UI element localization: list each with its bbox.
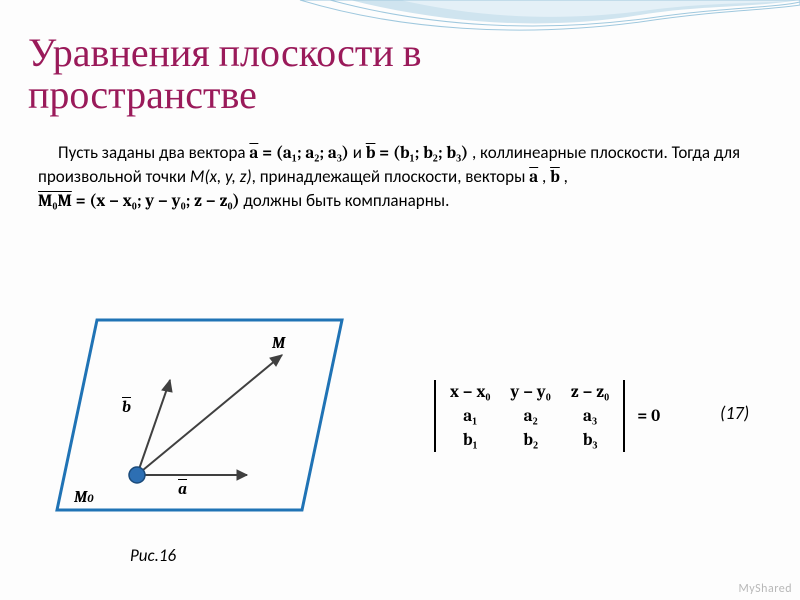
comma1: , — [542, 166, 550, 187]
txt-and: и — [353, 142, 366, 163]
m-01: y − y₀ — [501, 380, 561, 404]
label-b: b — [122, 398, 131, 416]
m-11: a₂ — [501, 404, 561, 428]
vec-b: b — [366, 144, 376, 163]
title-line-1: Уравнения плоскости в — [28, 30, 421, 76]
body-paragraph: Пусть заданы два вектора a = (a₁; a₂; a₃… — [38, 142, 770, 214]
plane-parallelogram — [57, 320, 342, 510]
txt-3: , принадлежащей плоскости, векторы — [252, 166, 530, 187]
slide: Уравнения плоскости в пространстве Пусть… — [0, 0, 800, 600]
txt-1: Пусть заданы два вектора — [58, 142, 249, 163]
determinant-matrix: x − x₀ y − y₀ z − z₀ a₁ a₂ a₃ b₁ b₂ b₃ — [440, 380, 619, 452]
figure-plane-vectors: M b a M0 — [52, 300, 352, 530]
txt-m: M(x, y, z) — [190, 166, 252, 187]
b1: b₁ — [400, 144, 415, 163]
vec-b2r: b — [550, 168, 560, 187]
det-bar-left — [434, 380, 436, 452]
zz0: z − z₀ — [194, 192, 232, 211]
det-equals-zero: = 0 — [637, 407, 660, 426]
txt-4: должны быть компланарны. — [243, 190, 449, 211]
determinant-equation: x − x₀ y − y₀ z − z₀ a₁ a₂ a₃ b₁ b₂ b₃ =… — [430, 380, 660, 452]
vec-a2r: a — [529, 168, 538, 187]
label-M: M — [272, 334, 285, 352]
det-bar-right — [623, 380, 625, 452]
a3: a₃ — [328, 144, 342, 163]
m-20: b₁ — [440, 428, 501, 452]
title-line-2: пространстве — [28, 72, 257, 118]
m-02: z − z₀ — [561, 380, 619, 404]
b3: b₃ — [446, 144, 461, 163]
m-12: a₃ — [561, 404, 619, 428]
b2: b₂ — [423, 144, 438, 163]
comma2: , — [564, 166, 568, 187]
vec-m0m: M₀M — [38, 192, 72, 211]
a1: a₁ — [283, 144, 297, 163]
vector-a — [137, 470, 247, 480]
equation-number: (17) — [720, 402, 749, 424]
label-a: a — [178, 480, 187, 498]
m-21: b₂ — [501, 428, 561, 452]
watermark: MyShared — [738, 582, 792, 596]
m-10: a₁ — [440, 404, 501, 428]
figure-caption: Рис.16 — [130, 545, 176, 566]
a2: a₂ — [305, 144, 319, 163]
yy0: y − y₀ — [145, 192, 185, 211]
label-M0: M0 — [74, 488, 93, 506]
slide-title: Уравнения плоскости в пространстве — [28, 32, 421, 116]
vec-a: a — [249, 144, 258, 163]
m-00: x − x₀ — [440, 380, 501, 404]
m-22: b₃ — [561, 428, 619, 452]
xx0: x − x₀ — [96, 192, 137, 211]
